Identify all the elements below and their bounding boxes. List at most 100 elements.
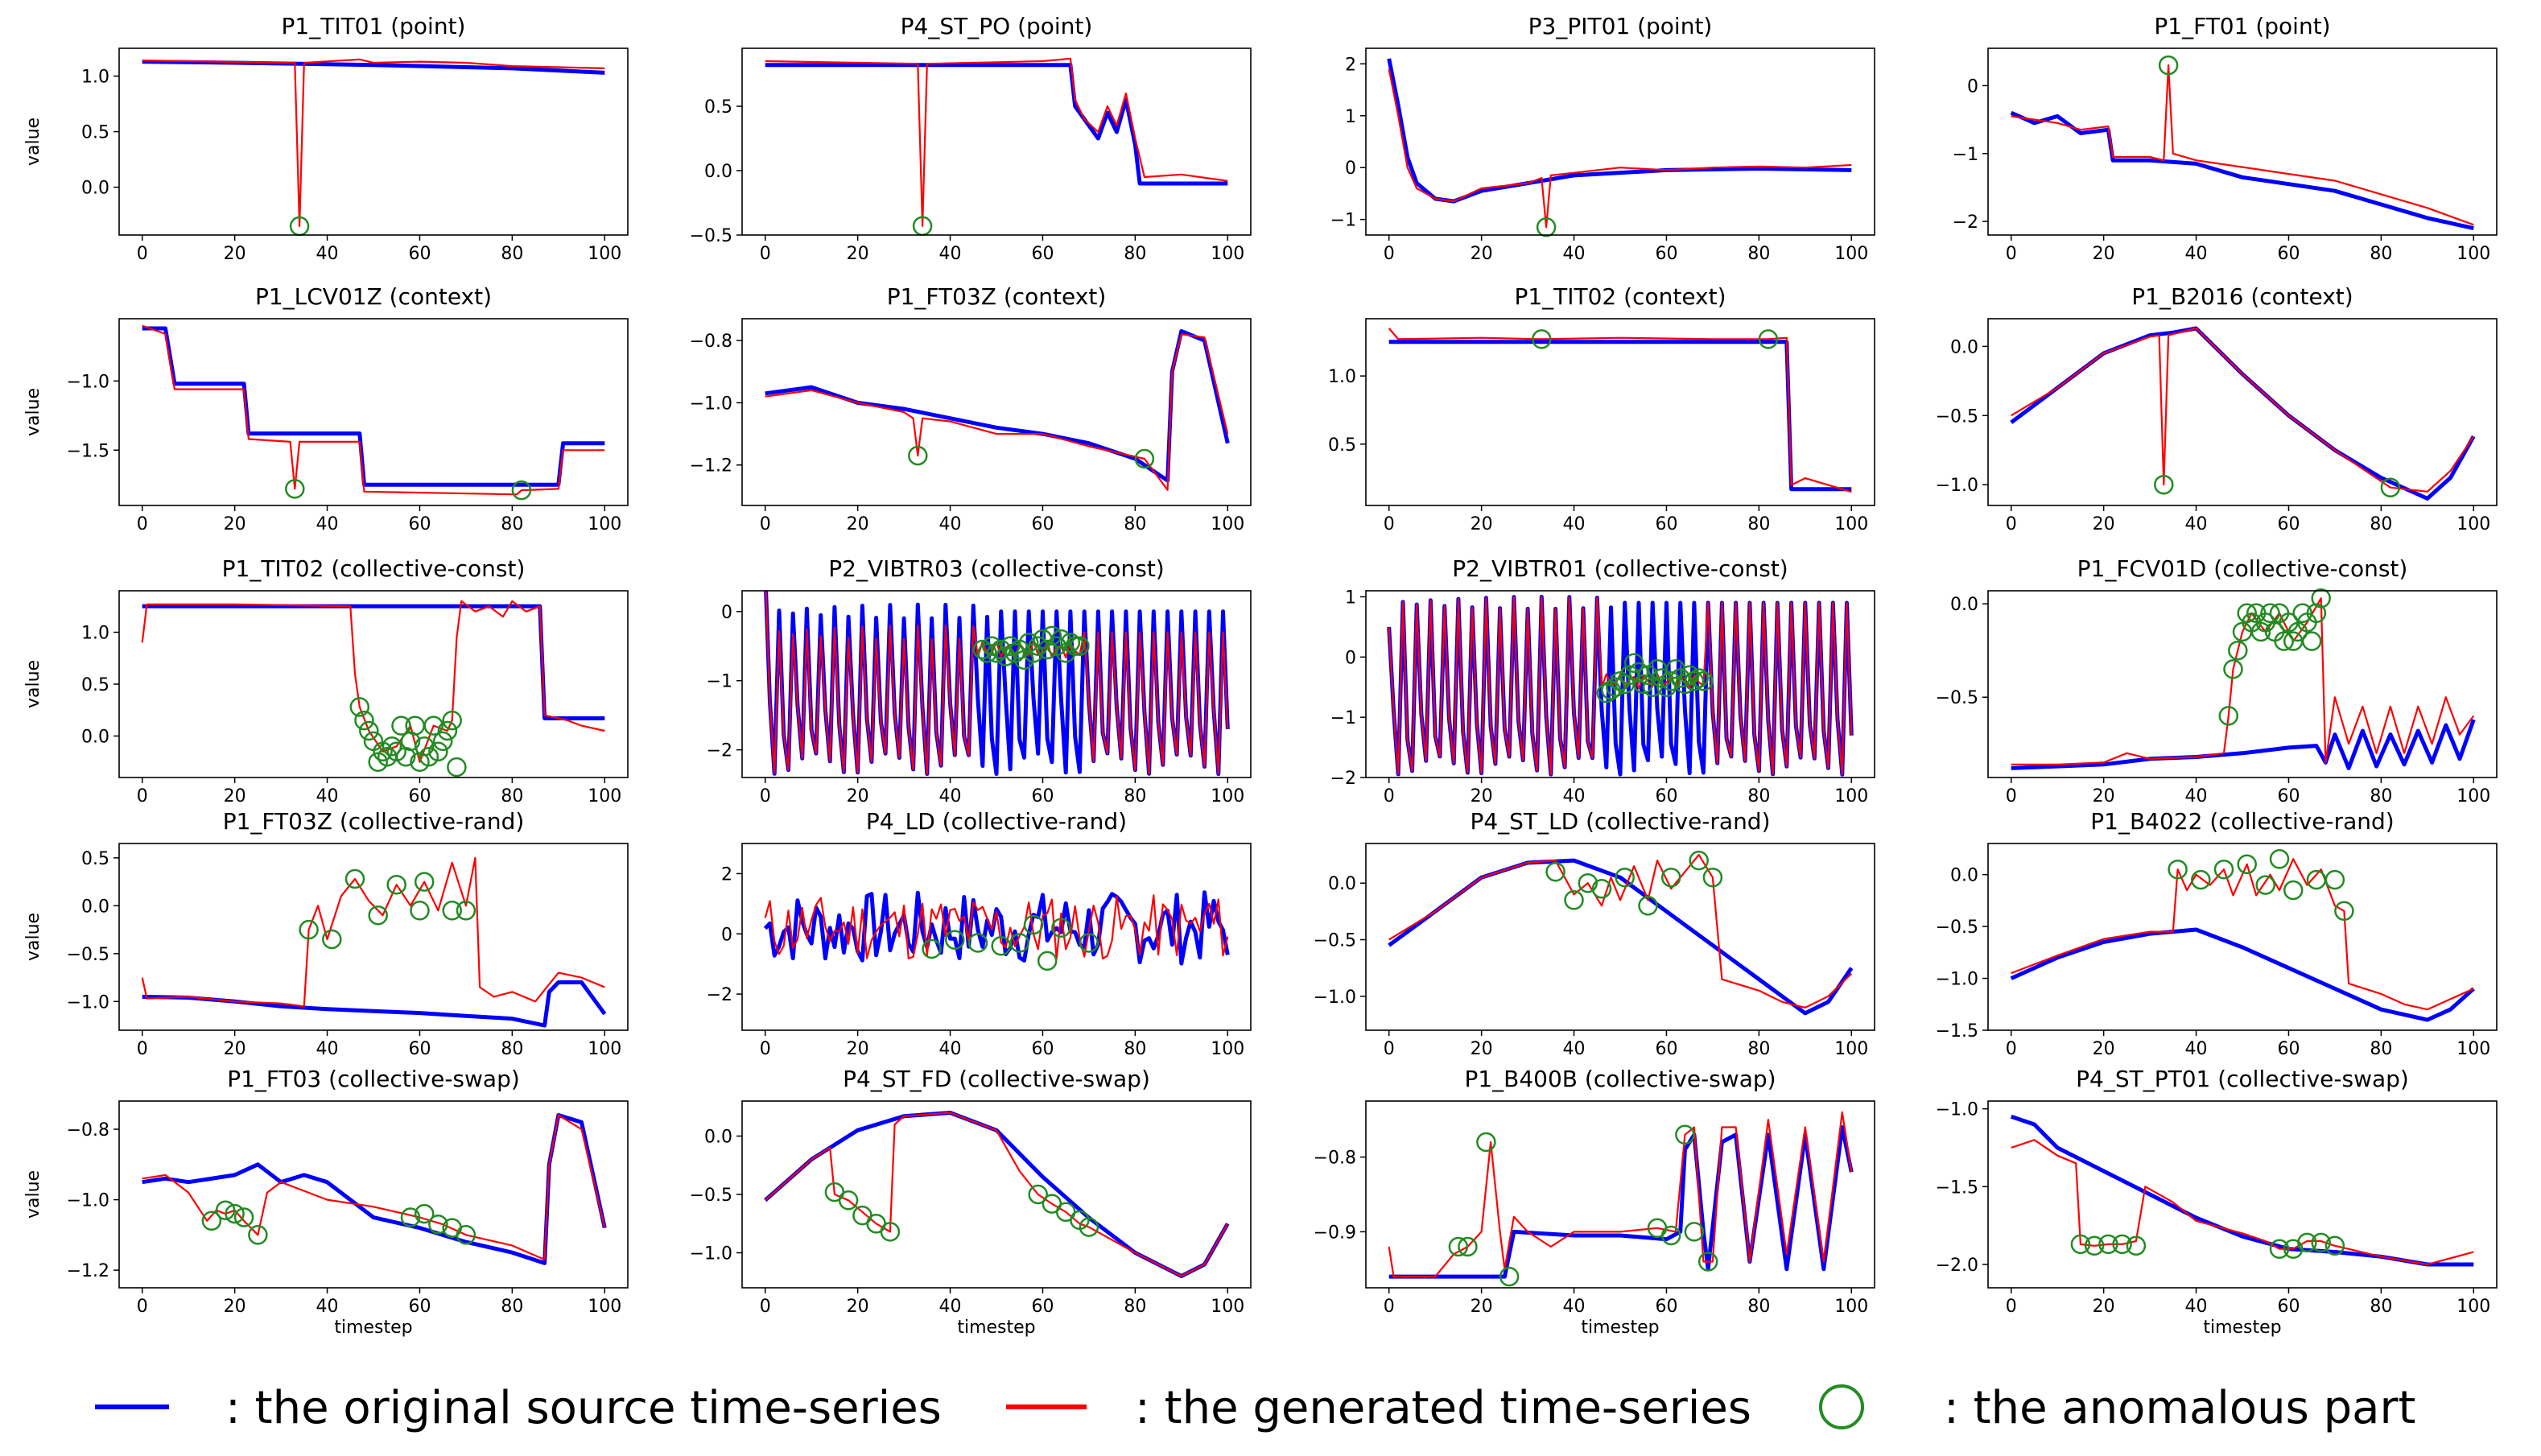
x-tick-label: 80 (501, 1039, 523, 1059)
anomaly-marker (442, 710, 462, 731)
y-tick-label: −2 (707, 741, 732, 761)
x-tick-label: 20 (847, 514, 869, 534)
x-tick-label: 0 (2006, 1039, 2017, 1059)
anomaly-marker (447, 757, 467, 777)
x-tick-label: 0 (2006, 786, 2017, 806)
subplot-title: P1_FCV01D (collective-const) (2077, 555, 2408, 582)
x-tick-label: 0 (760, 244, 771, 264)
y-tick-label: 2 (1345, 55, 1356, 75)
y-tick-label: −0.5 (67, 945, 109, 965)
x-tick-label: 60 (1031, 244, 1054, 264)
generated-series-line (2011, 858, 2474, 1011)
anomaly-marker (880, 1222, 901, 1242)
y-tick-label: 1.0 (81, 68, 109, 88)
generated-series-line (1388, 328, 1852, 493)
x-tick-label: 80 (1747, 1039, 1770, 1059)
x-tick-label: 100 (588, 244, 621, 264)
anomaly-marker (1079, 1217, 1099, 1237)
x-tick-label: 0 (137, 1039, 148, 1059)
y-tick-label: −1 (1330, 708, 1356, 728)
x-tick-label: 100 (588, 1297, 621, 1317)
anomaly-marker (428, 741, 448, 762)
y-tick-label: 0.5 (1328, 435, 1356, 456)
x-tick-label: 0 (760, 1297, 771, 1317)
x-tick-label: 40 (939, 1297, 962, 1317)
plot-frame (1365, 843, 1875, 1031)
anomaly-marker (1545, 861, 1565, 882)
x-tick-label: 40 (316, 244, 339, 264)
x-tick-label: 20 (1471, 244, 1493, 264)
anomaly-marker (2126, 1235, 2147, 1256)
legend-anomaly-label: : the anomalous part (1944, 1382, 2415, 1434)
anomaly-marker (838, 1190, 859, 1211)
plot-frame (741, 590, 1252, 778)
anomaly-marker (2269, 1239, 2290, 1259)
x-tick-label: 20 (847, 244, 869, 264)
subplot: P1_LCV01Z (context) 0 20 40 60 80 100 −1.5 −1.0 v… (23, 283, 629, 534)
anomaly-marker (2084, 1235, 2105, 1256)
anomaly-marker (215, 1200, 236, 1220)
anomaly-marker (2269, 849, 2290, 869)
y-tick-label: 0.0 (1950, 866, 1978, 886)
subplot: P1_FT03Z (context) 0 20 40 60 80 100 −1.2 −1.0 −0… (690, 283, 1252, 534)
anomaly-marker (1628, 662, 1649, 683)
subplot-title: P1_TIT01 (point) (282, 13, 466, 39)
anomaly-marker (2297, 1232, 2317, 1253)
x-axis-label: timestep (1581, 1318, 1659, 1338)
y-tick-label: −1 (1330, 211, 1356, 231)
anomaly-marker (908, 445, 928, 466)
x-tick-label: 60 (1031, 1297, 1054, 1317)
anomaly-marker (382, 736, 402, 757)
y-tick-label: −0.5 (690, 226, 732, 246)
plot-frame (741, 318, 1252, 506)
subplot: P4_ST_PT01 (collective-swap) 0 20 40 60 80 100… (1936, 1066, 2498, 1338)
anomaly-marker (2255, 875, 2275, 895)
anomaly-marker (1633, 674, 1653, 695)
y-axis-label: value (23, 388, 43, 436)
generated-series-line (1388, 854, 1853, 1008)
plot-frame (741, 843, 1252, 1031)
subplot-title: P4_LD (collective-rand) (866, 808, 1127, 835)
x-tick-label: 80 (2370, 1297, 2392, 1317)
y-tick-label: −1 (707, 672, 732, 692)
x-tick-label: 40 (316, 1039, 339, 1059)
subplot-title: P4_ST_LD (collective-rand) (1470, 808, 1770, 835)
subplot: P1_TIT01 (point) 0 20 40 60 80 100 0.0 0.5 1.0 val… (23, 13, 629, 264)
anomaly-marker (368, 905, 388, 926)
x-tick-label: 80 (2370, 244, 2392, 264)
anomaly-marker (1660, 867, 1681, 888)
y-tick-label: −0.5 (1936, 688, 1978, 708)
x-tick-label: 100 (588, 786, 621, 806)
anomaly-marker (991, 935, 1011, 956)
x-tick-label: 100 (2456, 514, 2490, 534)
generated-series-line (765, 57, 1228, 227)
x-tick-label: 80 (501, 1297, 523, 1317)
x-tick-label: 100 (1211, 786, 1244, 806)
original-series-line (142, 1113, 607, 1265)
x-tick-label: 100 (1211, 244, 1244, 264)
anomaly-marker (2380, 477, 2401, 497)
anomaly-marker (349, 697, 370, 717)
anomaly-marker (1028, 1184, 1048, 1205)
x-tick-label: 60 (408, 1297, 431, 1317)
y-tick-label: −0.5 (1314, 931, 1356, 951)
anomaly-marker (2324, 869, 2345, 890)
y-tick-label: 0 (1345, 159, 1356, 179)
x-axis-label: timestep (2203, 1318, 2281, 1338)
anomaly-marker (456, 1225, 476, 1245)
subplot: P1_TIT02 (collective-const) 0 20 40 60 80 100 0… (23, 555, 629, 806)
x-tick-label: 40 (2185, 1297, 2208, 1317)
y-tick-label: 2 (721, 864, 732, 885)
x-axis-label: timestep (957, 1318, 1035, 1338)
subplot: P1_B2016 (context) 0 20 40 60 80 100 −1.0 −0.5 0.… (1936, 283, 2498, 534)
x-tick-label: 60 (1655, 1297, 1677, 1317)
anomaly-marker (405, 716, 425, 736)
anomaly-marker (359, 720, 379, 741)
original-series-line (1388, 1125, 1854, 1279)
anomaly-marker (1532, 329, 1552, 349)
y-tick-label: −2 (1330, 769, 1356, 789)
anomaly-marker (1679, 665, 1700, 686)
anomaly-marker (2154, 474, 2174, 495)
x-tick-label: 80 (2370, 514, 2392, 534)
